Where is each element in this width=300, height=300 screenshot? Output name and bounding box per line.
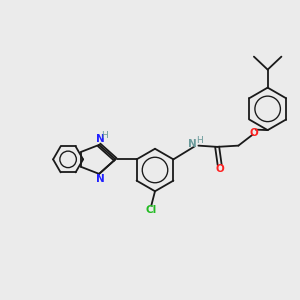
Text: O: O — [250, 128, 258, 138]
Text: H: H — [101, 131, 108, 140]
Text: O: O — [215, 164, 224, 174]
Text: H: H — [196, 136, 203, 145]
Text: N: N — [188, 139, 197, 148]
Text: N: N — [96, 134, 104, 144]
Text: Cl: Cl — [146, 205, 157, 215]
Text: N: N — [96, 174, 104, 184]
